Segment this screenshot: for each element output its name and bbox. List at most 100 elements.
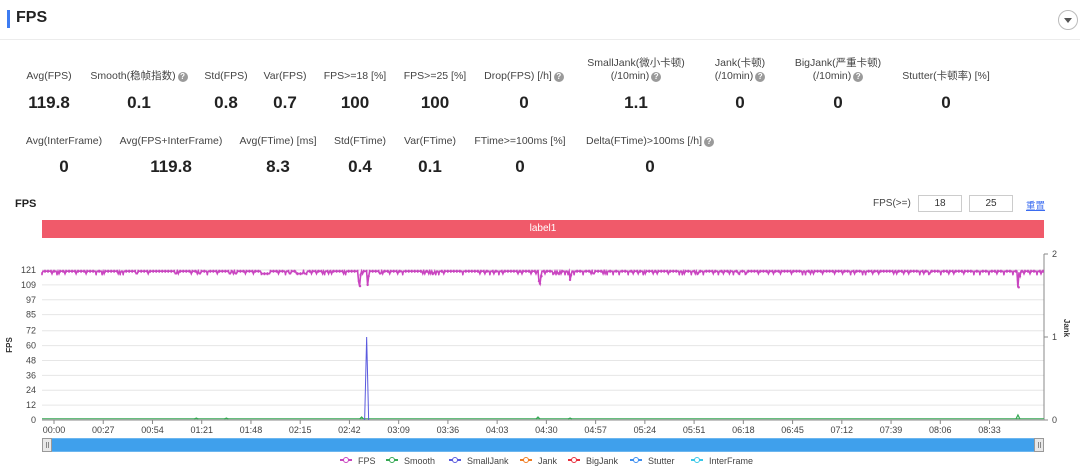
fps-point — [152, 269, 155, 273]
y-tick-label: 24 — [26, 385, 36, 395]
fps-point — [855, 269, 858, 273]
fps-point — [711, 269, 714, 273]
reset-button[interactable]: 重置 — [1026, 201, 1046, 212]
fps-point — [768, 269, 771, 273]
time-range-slider[interactable] — [42, 438, 1044, 452]
fps-dip-point — [357, 279, 361, 283]
fps-point — [137, 269, 139, 273]
fps-point — [810, 269, 813, 273]
fps-point — [335, 269, 338, 273]
fps-point — [263, 272, 266, 276]
help-icon[interactable]: ? — [853, 72, 864, 82]
fps-point — [269, 269, 272, 273]
fps-point — [341, 269, 344, 273]
help-icon[interactable]: ? — [755, 72, 766, 82]
marker-label-bar[interactable]: label1 — [42, 220, 1044, 238]
help-icon[interactable]: ? — [651, 72, 662, 82]
legend-swatch-icon — [386, 457, 398, 463]
fps-threshold-high-input[interactable]: 25 — [969, 195, 1013, 212]
fps-point — [284, 272, 287, 276]
legend-item-smooth[interactable]: Smooth — [386, 456, 435, 466]
metric-value: 1.1 — [624, 93, 648, 112]
fps-point — [756, 269, 759, 273]
fps-point — [946, 269, 948, 273]
fps-point — [549, 269, 551, 273]
legend-item-jank[interactable]: Jank — [520, 456, 557, 466]
slider-start-handle[interactable] — [42, 438, 52, 452]
x-tick-label: 06:18 — [732, 425, 755, 435]
fps-threshold-low-input[interactable]: 18 — [918, 195, 962, 212]
fps-point — [909, 269, 912, 273]
fps-point — [107, 269, 109, 273]
fps-point — [281, 269, 284, 273]
legend-label: BigJank — [586, 456, 619, 466]
fps-point — [1024, 269, 1026, 273]
legend-item-interframe[interactable]: InterFrame — [691, 456, 753, 466]
section-title: FPS — [16, 9, 48, 26]
help-icon[interactable]: ? — [177, 72, 188, 82]
x-tick-label: 02:42 — [338, 425, 361, 435]
fps-point — [573, 272, 575, 276]
fps-point — [771, 269, 774, 273]
metric-value: 119.8 — [150, 157, 192, 176]
fps-point — [398, 269, 401, 273]
fps-point — [705, 269, 708, 273]
fps-point — [392, 269, 395, 273]
metric-label: FTime>=100ms [%] — [474, 135, 566, 147]
x-tick-label: 00:00 — [43, 425, 66, 435]
fps-point — [62, 269, 64, 273]
y-axis-label: FPS — [5, 337, 14, 353]
fps-point — [684, 269, 687, 273]
fps-point — [672, 269, 675, 273]
fps-point — [326, 269, 329, 273]
legend-item-smalljank[interactable]: SmallJank — [449, 456, 509, 466]
metric-value: 0.1 — [127, 93, 151, 112]
fps-point — [933, 269, 936, 273]
fps-point — [233, 269, 236, 273]
fps-point — [440, 269, 443, 273]
fps-point — [603, 269, 605, 273]
fps-point — [125, 269, 127, 273]
fps-point — [1009, 269, 1011, 273]
fps-point — [119, 272, 121, 276]
x-tick-label: 02:15 — [289, 425, 312, 435]
fps-point — [630, 269, 632, 273]
fps-point — [588, 269, 590, 273]
fps-point — [1027, 269, 1029, 273]
fps-point — [83, 269, 85, 273]
fps-point — [371, 269, 374, 273]
fps-point — [828, 269, 831, 273]
fps-dip-point — [1018, 274, 1022, 278]
fps-point — [501, 269, 503, 273]
fps-point — [645, 269, 648, 273]
fps-point — [459, 269, 461, 273]
metric-label-unit: (/10min)? — [665, 70, 815, 83]
y-tick-label: 109 — [21, 280, 36, 290]
fps-point — [774, 269, 777, 273]
fps-point — [777, 269, 780, 273]
metric-value: 0 — [735, 93, 745, 112]
help-icon[interactable]: ? — [553, 72, 564, 82]
fps-point — [53, 269, 55, 273]
metric-value: 0.1 — [418, 157, 442, 176]
x-tick-label: 04:03 — [486, 425, 509, 435]
metric-label: Std(FTime) — [333, 135, 387, 147]
fps-point — [783, 269, 786, 273]
fps-point — [822, 269, 825, 273]
fps-point — [191, 269, 194, 273]
metric-label-unit: (/10min)? — [763, 70, 913, 83]
fps-point — [453, 269, 455, 273]
collapse-toggle-button[interactable] — [1058, 10, 1078, 30]
legend-item-stutter[interactable]: Stutter — [630, 456, 675, 466]
fps-dip-point — [367, 274, 370, 278]
fps-point — [579, 269, 581, 273]
legend-swatch-icon — [520, 457, 532, 463]
fps-point — [867, 269, 870, 273]
legend-item-fps[interactable]: FPS — [340, 456, 376, 466]
legend-item-bigjank[interactable]: BigJank — [568, 456, 618, 466]
fps-point — [531, 269, 533, 273]
help-icon[interactable]: ? — [704, 137, 715, 147]
fps-point — [1036, 272, 1038, 276]
slider-end-handle[interactable] — [1034, 438, 1044, 452]
